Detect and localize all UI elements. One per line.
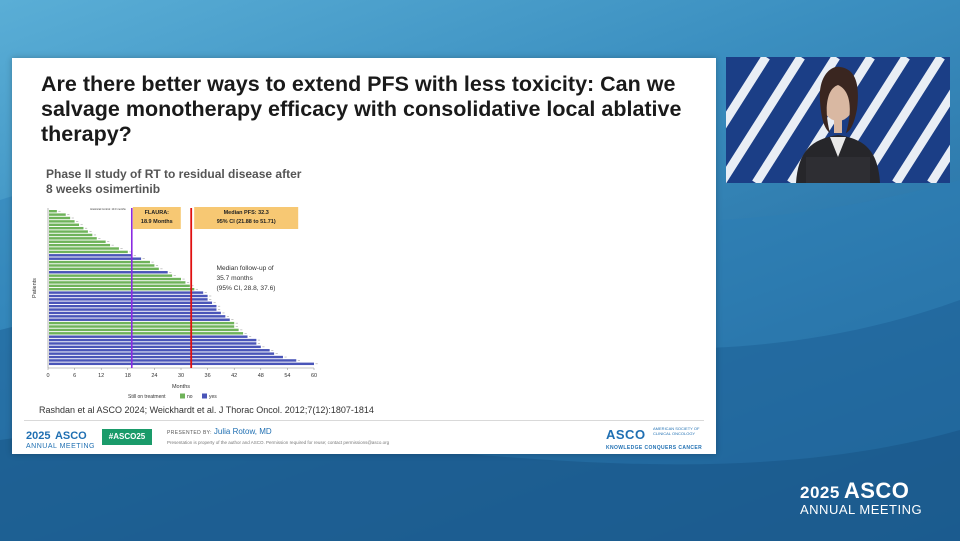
legend-title: Still on treatment [128, 394, 166, 400]
legend-swatch [202, 393, 207, 399]
swimmer-bar [49, 257, 142, 260]
org-logo: ASCO AMERICAN SOCIETY OF CLINICAL ONCOLO… [606, 426, 703, 451]
property-note: Presentation is property of the author a… [167, 440, 390, 445]
swimmer-bar [49, 226, 84, 230]
swimmer-bar [49, 277, 181, 281]
swimmer-bar [49, 284, 190, 288]
swimmer-bar [49, 250, 128, 254]
swimmer-bar [49, 213, 66, 216]
followup-line-1: Median follow-up of [216, 265, 273, 272]
speaker-video-frame [726, 57, 950, 183]
citation: Rashdan et al ASCO 2024; Weickhardt et a… [39, 405, 374, 415]
presenter-info: PRESENTED BY: Julia Rotow, MD [167, 427, 272, 436]
historical-control-label: Historical Control: 10.0 months [90, 207, 126, 211]
presenter-name: Julia Rotow, MD [213, 427, 272, 436]
swimmer-bar [49, 216, 71, 220]
swimmer-bar [49, 267, 159, 271]
swimmer-bar [49, 349, 270, 352]
swimmer-bar [49, 237, 97, 240]
swimmer-bar [49, 223, 80, 227]
x-tick-label: 60 [311, 373, 317, 379]
swimmer-bar [49, 294, 208, 298]
x-tick-label: 30 [178, 373, 184, 379]
swimmer-bar [49, 264, 155, 267]
followup-line-3: (95% CI, 28.8, 37.6) [216, 285, 275, 292]
x-tick-label: 0 [46, 373, 49, 379]
swimmer-bar [49, 318, 230, 321]
y-axis-label: Patients [32, 278, 38, 298]
swimmer-bar [49, 359, 297, 362]
meeting-logo: 2025 ASCO ANNUAL MEETING [26, 426, 95, 450]
flaura-value: 18.9 Months [141, 219, 173, 225]
org-logo-text: ASCO [606, 427, 646, 442]
swimmer-bar [49, 332, 244, 335]
swimmer-bar [49, 291, 204, 294]
x-tick-label: 24 [151, 373, 157, 379]
meeting-sub: ANNUAL MEETING [26, 443, 95, 450]
legend-label: no [187, 394, 193, 400]
brand-name: ASCO [843, 478, 910, 503]
x-tick-label: 48 [258, 373, 264, 379]
swimmer-bar [49, 304, 217, 308]
swimmer-bar [49, 247, 119, 250]
flaura-label: FLAURA: [145, 210, 170, 216]
swimmer-bar [49, 271, 168, 274]
swimmer-bar [49, 301, 213, 305]
swimmer-bar [49, 233, 93, 237]
swimmer-bar [49, 260, 150, 264]
legend-swatch [180, 393, 185, 399]
swimmer-bar [49, 345, 261, 349]
slide-subtitle: Phase II study of RT to residual disease… [46, 167, 302, 196]
swimmer-bar [49, 230, 88, 233]
swimmer-bar [49, 308, 217, 311]
swimmer-bar [49, 338, 257, 342]
swimmer-bar [49, 274, 173, 277]
slide-title: Are there better ways to extend PFS with… [41, 72, 682, 146]
swimmer-bar [49, 328, 239, 332]
swimmer-bar [49, 352, 275, 355]
swimmer-bar [49, 342, 257, 345]
flaura-box [132, 207, 181, 229]
hashtag-badge: #ASCO25 [102, 429, 152, 445]
x-tick-label: 12 [98, 373, 104, 379]
meeting-branding: 2025 ASCO ANNUAL MEETING [800, 478, 922, 517]
swimmer-bar [49, 243, 111, 247]
org-full-name: AMERICAN SOCIETY OF CLINICAL ONCOLOGY [653, 426, 700, 436]
x-tick-label: 36 [205, 373, 211, 379]
footer-divider [24, 420, 704, 421]
median-pfs-box [194, 207, 299, 229]
speaker-video [726, 57, 950, 183]
swimmer-bar [49, 355, 283, 359]
presented-by-label: PRESENTED BY: [167, 430, 212, 436]
swimmer-bar [49, 362, 314, 366]
meeting-year: 2025 [26, 430, 51, 442]
x-tick-label: 6 [73, 373, 76, 379]
swimmer-bar [49, 240, 106, 243]
swimmer-bar [49, 210, 57, 213]
x-tick-label: 54 [284, 373, 290, 379]
swimmer-bar [49, 298, 208, 301]
swimmer-bar [49, 281, 186, 284]
swimmer-bar [49, 288, 195, 291]
swimmer-plot: FLAURA: 18.9 Months Median PFS: 32.3 95% CI… [32, 207, 318, 400]
swimmer-bar [49, 254, 133, 257]
swimmer-bar [49, 335, 248, 338]
swimmer-bar [49, 220, 75, 223]
swimmer-bar [49, 311, 221, 315]
median-pfs-label: Median PFS: 32.3 [224, 210, 269, 216]
brand-year: 2025 [800, 483, 840, 502]
org-tagline: KNOWLEDGE CONQUERS CANCER [606, 445, 703, 451]
x-tick-label: 18 [125, 373, 131, 379]
swimmer-bar [49, 315, 226, 318]
meeting-name: ASCO [54, 430, 87, 442]
x-tick-label: 42 [231, 373, 237, 379]
brand-sub: ANNUAL MEETING [800, 502, 923, 517]
presentation-slide: Are there better ways to extend PFS with… [12, 58, 716, 454]
swimmer-bar [49, 325, 235, 328]
median-pfs-ci: 95% CI (21.88 to 51.71) [217, 219, 276, 225]
followup-line-2: 35.7 months [216, 275, 253, 282]
x-axis-label: Months [172, 384, 190, 390]
legend-label: yes [209, 394, 217, 400]
swimmer-bar [49, 321, 235, 325]
